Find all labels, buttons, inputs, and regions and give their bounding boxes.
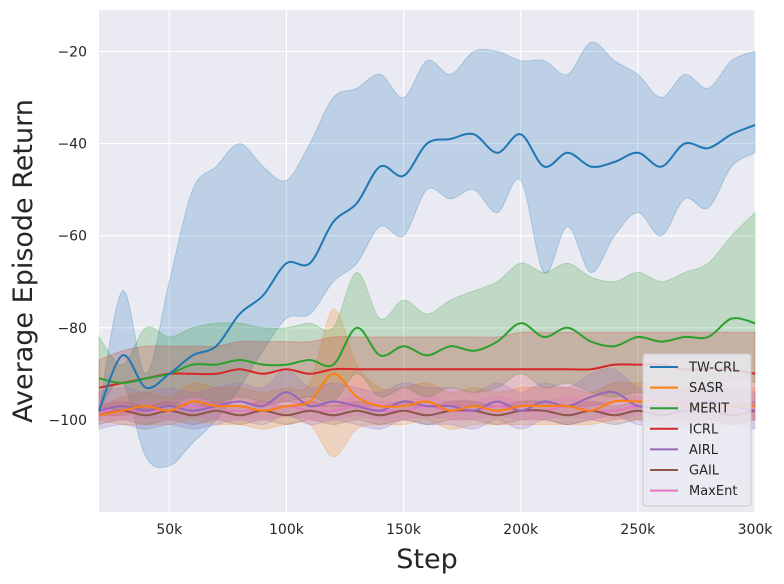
band-merit	[98, 211, 756, 412]
x-tick-label: 300k	[738, 522, 774, 538]
legend-label-maxent: MaxEnt	[689, 484, 737, 499]
x-tick-label: 150k	[386, 522, 422, 538]
y-axis-label: Average Episode Return	[8, 99, 39, 423]
legend-box	[642, 353, 752, 507]
legend-label-airl: AIRL	[689, 443, 719, 458]
legend-label-merit: MERIT	[689, 402, 729, 417]
legend-label-icrl: ICRL	[689, 422, 719, 437]
legend-label-tw-crl: TW-CRL	[688, 361, 740, 376]
y-tick-label: −80	[57, 321, 87, 337]
band-maxent	[98, 396, 756, 421]
legend: TW-CRL SASR MERIT ICRL AIRL GAIL MaxEnt	[642, 353, 752, 507]
x-tick-label: 50k	[156, 522, 183, 538]
x-axis-ticks: 50k 100k 150k 200k 250k 300k	[156, 522, 773, 538]
y-axis-ticks: −100 −80 −60 −40 −20	[49, 44, 87, 428]
legend-label-gail: GAIL	[689, 464, 720, 479]
x-tick-label: 200k	[503, 522, 539, 538]
x-tick-label: 100k	[269, 522, 305, 538]
legend-label-sasr: SASR	[689, 381, 724, 396]
y-tick-label: −100	[49, 413, 87, 429]
x-tick-label: 250k	[620, 522, 656, 538]
band-airl	[98, 368, 756, 430]
y-tick-label: −40	[57, 137, 87, 153]
line-merit	[98, 317, 756, 384]
y-tick-label: −20	[57, 44, 87, 60]
line-tw-crl	[98, 124, 756, 412]
x-axis-label: Step	[396, 544, 457, 575]
band-sasr	[98, 308, 756, 458]
y-tick-label: −60	[57, 229, 87, 245]
band-tw-crl	[98, 41, 756, 469]
